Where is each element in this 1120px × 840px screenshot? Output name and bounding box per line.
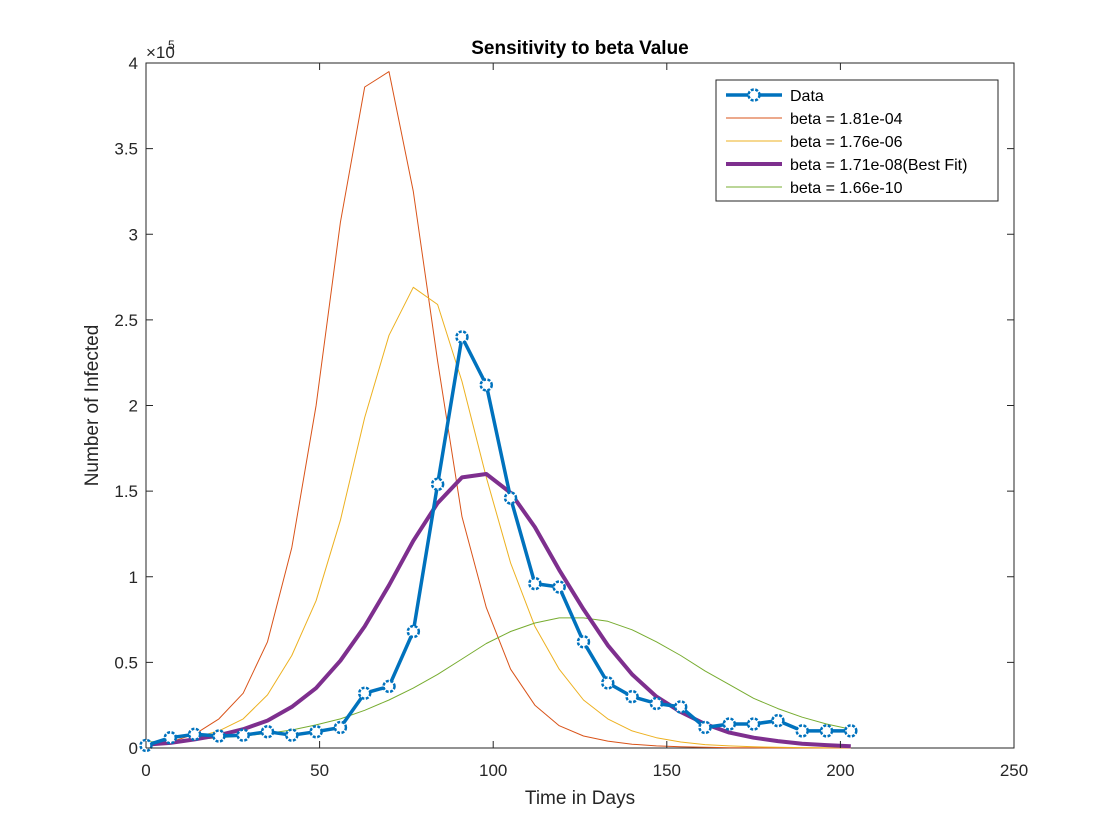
data-point bbox=[187, 727, 202, 742]
data-point bbox=[625, 689, 639, 704]
data-point bbox=[260, 724, 275, 739]
data-point bbox=[601, 676, 615, 690]
ticks-layer: 0 50 100 150 200 250 0 0.5 1 1.5 2 2.5 3 3.5 4 bbox=[114, 54, 1028, 780]
y-tick-label: 0 bbox=[129, 739, 138, 758]
data-point bbox=[212, 729, 226, 743]
y-tick-label: 1.5 bbox=[114, 482, 138, 501]
data-point bbox=[746, 717, 761, 731]
y-tick-label: 0.5 bbox=[114, 653, 138, 672]
series-line-3 bbox=[145, 472, 851, 749]
y-axis-label: Number of Infected bbox=[82, 325, 103, 487]
data-point bbox=[795, 724, 809, 738]
data-point bbox=[455, 330, 469, 344]
data-point bbox=[333, 720, 348, 735]
y-tick-label: 2.5 bbox=[114, 311, 138, 330]
data-point bbox=[528, 576, 542, 591]
legend-label: beta = 1.76e-06 bbox=[790, 134, 903, 151]
data-point bbox=[819, 724, 834, 738]
legend-label: Data bbox=[790, 88, 824, 105]
x-tick-label: 250 bbox=[1000, 761, 1028, 780]
legend-label: beta = 1.66e-10 bbox=[790, 180, 903, 197]
data-point bbox=[430, 477, 445, 492]
y-tick-label: 3 bbox=[129, 225, 138, 244]
data-point bbox=[722, 717, 737, 731]
data-point bbox=[503, 491, 518, 505]
y-tick-label: 4 bbox=[129, 54, 138, 73]
data-point bbox=[357, 686, 372, 700]
data-point bbox=[552, 580, 566, 594]
x-tick-label: 200 bbox=[826, 761, 854, 780]
data-point bbox=[382, 679, 396, 694]
data-point bbox=[673, 700, 688, 714]
x-axis-label: Time in Days bbox=[525, 788, 635, 809]
data-point bbox=[479, 378, 494, 392]
data-point bbox=[285, 728, 299, 742]
y-exponent-base: ×10 bbox=[146, 43, 175, 62]
data-point bbox=[236, 728, 250, 742]
data-point bbox=[698, 720, 712, 735]
x-tick-label: 150 bbox=[653, 761, 681, 780]
legend-label: beta = 1.71e-08(Best Fit) bbox=[790, 157, 967, 174]
legend: Data beta = 1.81e-04 beta = 1.76e-06 beta =… bbox=[715, 79, 999, 202]
legend-marker bbox=[747, 88, 761, 102]
x-tick-label: 50 bbox=[310, 761, 329, 780]
y-tick-label: 1 bbox=[129, 568, 138, 587]
y-exponent-power: 5 bbox=[168, 38, 175, 52]
series-line-1 bbox=[145, 71, 851, 749]
y-tick-label: 2 bbox=[129, 397, 138, 416]
data-point bbox=[576, 635, 591, 649]
data-point bbox=[771, 713, 785, 728]
y-tick-label: 3.5 bbox=[114, 140, 138, 159]
data-point bbox=[844, 724, 858, 738]
x-tick-label: 100 bbox=[479, 761, 507, 780]
x-tick-label: 0 bbox=[141, 761, 150, 780]
legend-label: beta = 1.81e-04 bbox=[790, 111, 903, 128]
data-point bbox=[163, 730, 178, 745]
data-point bbox=[649, 696, 664, 711]
chart-title: Sensitivity to beta Value bbox=[471, 38, 689, 59]
data-point bbox=[309, 724, 323, 739]
series-line-2 bbox=[145, 286, 851, 749]
data-point bbox=[406, 624, 421, 639]
legend-entries: Data beta = 1.81e-04 beta = 1.76e-06 beta =… bbox=[726, 88, 967, 197]
